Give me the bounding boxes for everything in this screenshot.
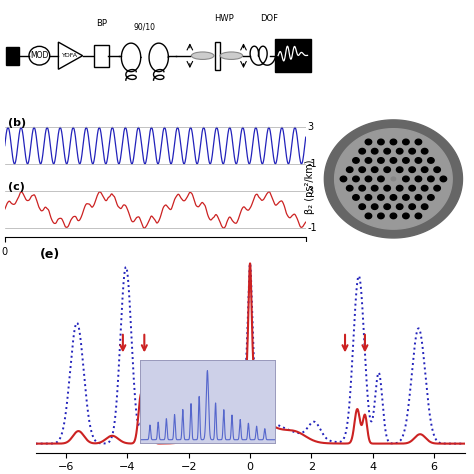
Polygon shape xyxy=(403,176,409,182)
Polygon shape xyxy=(365,213,372,219)
Polygon shape xyxy=(378,213,384,219)
Polygon shape xyxy=(428,195,434,200)
Polygon shape xyxy=(378,158,384,163)
Polygon shape xyxy=(403,213,409,219)
Polygon shape xyxy=(434,185,440,191)
Polygon shape xyxy=(346,167,353,173)
Ellipse shape xyxy=(29,46,50,65)
Polygon shape xyxy=(378,139,384,145)
Text: 3: 3 xyxy=(307,122,313,132)
Text: BP: BP xyxy=(96,19,107,28)
Polygon shape xyxy=(365,158,372,163)
Text: -1: -1 xyxy=(307,159,317,169)
Polygon shape xyxy=(409,204,415,210)
Polygon shape xyxy=(403,195,409,200)
Polygon shape xyxy=(421,185,428,191)
Polygon shape xyxy=(409,185,415,191)
Text: (b): (b) xyxy=(8,118,26,128)
FancyBboxPatch shape xyxy=(275,39,310,73)
Polygon shape xyxy=(415,195,422,200)
Polygon shape xyxy=(353,158,359,163)
Text: (c): (c) xyxy=(8,182,25,192)
Polygon shape xyxy=(396,185,403,191)
Polygon shape xyxy=(58,42,82,69)
Polygon shape xyxy=(396,204,403,210)
Polygon shape xyxy=(415,176,422,182)
Polygon shape xyxy=(384,204,391,210)
Polygon shape xyxy=(384,185,391,191)
Text: 90/10: 90/10 xyxy=(134,22,156,31)
Polygon shape xyxy=(428,158,434,163)
Polygon shape xyxy=(335,129,452,229)
Polygon shape xyxy=(415,158,422,163)
Polygon shape xyxy=(346,185,353,191)
Polygon shape xyxy=(365,176,372,182)
Polygon shape xyxy=(384,148,391,154)
Polygon shape xyxy=(372,185,378,191)
Polygon shape xyxy=(421,167,428,173)
FancyBboxPatch shape xyxy=(216,42,219,70)
Polygon shape xyxy=(415,139,422,145)
Polygon shape xyxy=(415,213,422,219)
Text: HWP: HWP xyxy=(215,14,234,23)
FancyBboxPatch shape xyxy=(6,46,19,65)
FancyBboxPatch shape xyxy=(94,45,109,66)
Polygon shape xyxy=(421,148,428,154)
Polygon shape xyxy=(324,120,463,238)
Text: YDFA: YDFA xyxy=(63,53,79,58)
Polygon shape xyxy=(353,195,359,200)
Text: DOF: DOF xyxy=(260,14,278,23)
Polygon shape xyxy=(353,176,359,182)
Polygon shape xyxy=(409,167,415,173)
Polygon shape xyxy=(365,139,372,145)
Polygon shape xyxy=(409,148,415,154)
Polygon shape xyxy=(359,148,365,154)
Polygon shape xyxy=(428,176,434,182)
Polygon shape xyxy=(421,204,428,210)
Text: (e): (e) xyxy=(40,248,60,261)
Ellipse shape xyxy=(191,52,214,59)
Polygon shape xyxy=(396,167,403,173)
Polygon shape xyxy=(440,176,447,182)
Polygon shape xyxy=(372,204,378,210)
Text: MOD: MOD xyxy=(30,51,48,60)
Polygon shape xyxy=(391,177,396,181)
Polygon shape xyxy=(359,185,365,191)
Text: -1: -1 xyxy=(307,223,317,233)
Text: β₂ (ps²/km): β₂ (ps²/km) xyxy=(305,160,316,214)
Polygon shape xyxy=(378,176,384,182)
Ellipse shape xyxy=(220,52,243,59)
X-axis label: length (m): length (m) xyxy=(126,259,185,270)
Polygon shape xyxy=(365,195,372,200)
Polygon shape xyxy=(390,139,397,145)
Polygon shape xyxy=(359,167,365,173)
Polygon shape xyxy=(403,139,409,145)
Polygon shape xyxy=(396,148,403,154)
Polygon shape xyxy=(372,167,378,173)
Polygon shape xyxy=(378,195,384,200)
Polygon shape xyxy=(390,158,397,163)
Text: 3: 3 xyxy=(307,186,313,196)
Text: (d): (d) xyxy=(327,122,346,132)
Polygon shape xyxy=(384,167,391,173)
Polygon shape xyxy=(359,204,365,210)
Polygon shape xyxy=(372,148,378,154)
Polygon shape xyxy=(403,158,409,163)
Polygon shape xyxy=(434,167,440,173)
Polygon shape xyxy=(390,213,397,219)
Polygon shape xyxy=(340,176,346,182)
Polygon shape xyxy=(390,195,397,200)
